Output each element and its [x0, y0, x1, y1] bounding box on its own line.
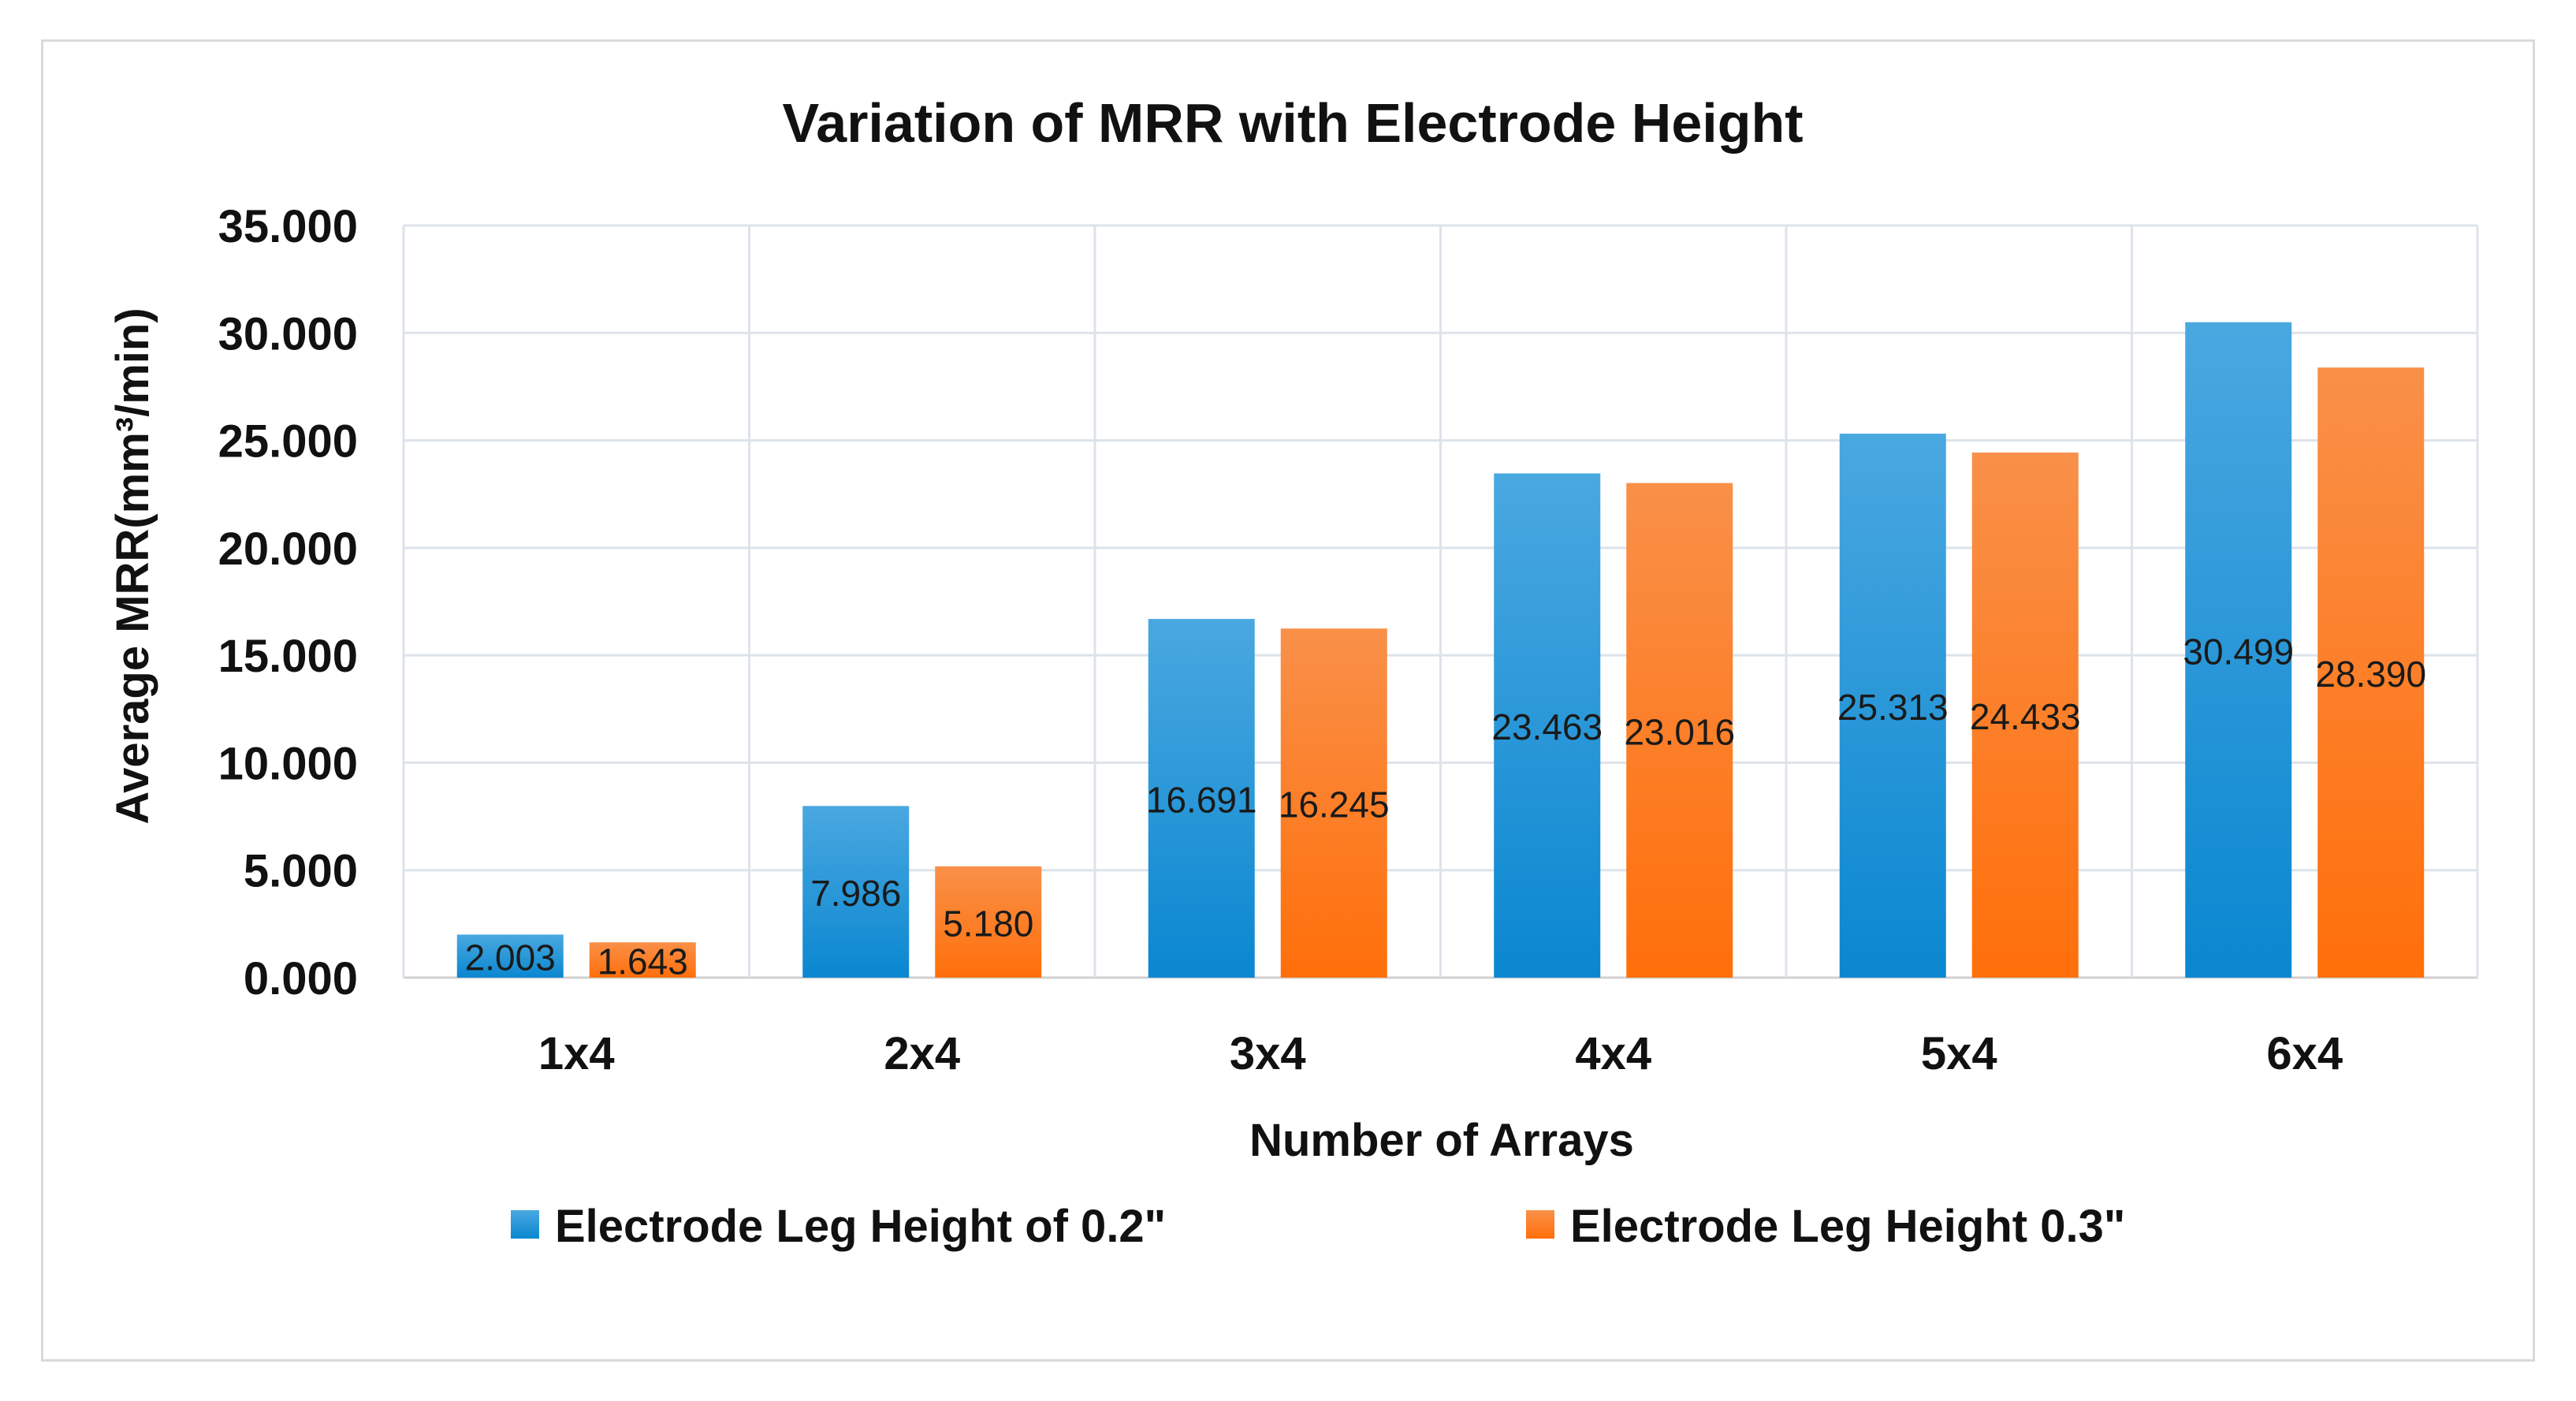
x-tick-label: 3x4	[1230, 1028, 1306, 1079]
bar-series-0-5x4	[1839, 434, 1946, 978]
legend-label-series-1: Electrode Leg Height 0.3"	[1570, 1201, 2125, 1252]
bar-series-1-3x4	[1280, 628, 1387, 978]
bar-series-1-2x4	[935, 866, 1042, 978]
data-label: 16.245	[1279, 784, 1390, 825]
y-tick-label: 25.000	[218, 416, 358, 468]
y-tick-labels: 0.000 5.000 10.000 15.000 20.000 25.000 30.000…	[218, 201, 358, 1004]
y-tick-label: 10.000	[218, 738, 358, 789]
x-tick-label: 6x4	[2266, 1028, 2343, 1079]
bar-series-0-3x4	[1148, 619, 1255, 978]
data-label: 24.433	[1970, 696, 2081, 737]
bar-series-1-6x4	[2317, 367, 2425, 978]
bar-series-1-1x4	[589, 942, 696, 978]
x-tick-label: 1x4	[538, 1028, 615, 1079]
legend: Electrode Leg Height of 0.2" Electrode L…	[511, 1201, 2125, 1252]
legend-label-series-0: Electrode Leg Height of 0.2"	[555, 1201, 1166, 1252]
data-label: 7.986	[810, 873, 901, 914]
y-tick-label: 0.000	[244, 953, 358, 1004]
y-tick-label: 5.000	[244, 846, 358, 897]
data-label: 25.313	[1837, 687, 1949, 728]
chart-title: Variation of MRR with Electrode Height	[782, 92, 1803, 154]
data-label: 23.463	[1491, 706, 1603, 747]
data-label: 28.390	[2315, 654, 2426, 695]
bar-series-0-1x4	[456, 934, 564, 978]
data-labels: 2.003 1.643 7.986 5.180 16.691 16.245 23.463 23…	[465, 631, 2426, 982]
x-tick-label: 2x4	[884, 1028, 960, 1079]
grid-lines	[402, 224, 2479, 979]
data-label: 5.180	[943, 903, 1033, 944]
x-tick-label: 5x4	[1921, 1028, 1997, 1079]
legend-swatch-series-0	[511, 1210, 539, 1239]
y-tick-label: 15.000	[218, 631, 358, 682]
bar-series-0-6x4	[2185, 322, 2292, 978]
bar-series-0-4x4	[1494, 473, 1601, 978]
data-label: 16.691	[1146, 780, 1257, 821]
y-tick-label: 35.000	[218, 201, 358, 252]
data-label: 2.003	[465, 937, 556, 978]
bar-series-1-4x4	[1626, 483, 1733, 978]
data-label: 30.499	[2183, 631, 2294, 672]
bars	[456, 322, 2425, 978]
x-axis-label: Number of Arrays	[1249, 1115, 1634, 1166]
data-label: 1.643	[597, 941, 688, 982]
x-tick-label: 4x4	[1575, 1028, 1651, 1079]
y-tick-label: 30.000	[218, 308, 358, 360]
bar-series-1-5x4	[1971, 453, 2079, 978]
data-label: 23.016	[1624, 711, 1735, 752]
x-tick-labels: 1x4 2x4 3x4 4x4 5x4 6x4	[538, 1028, 2343, 1079]
y-tick-label: 20.000	[218, 524, 358, 575]
legend-swatch-series-1	[1526, 1210, 1554, 1239]
y-axis-label: Average MRR(mm³/min)	[107, 307, 158, 824]
bar-series-0-2x4	[802, 806, 910, 978]
